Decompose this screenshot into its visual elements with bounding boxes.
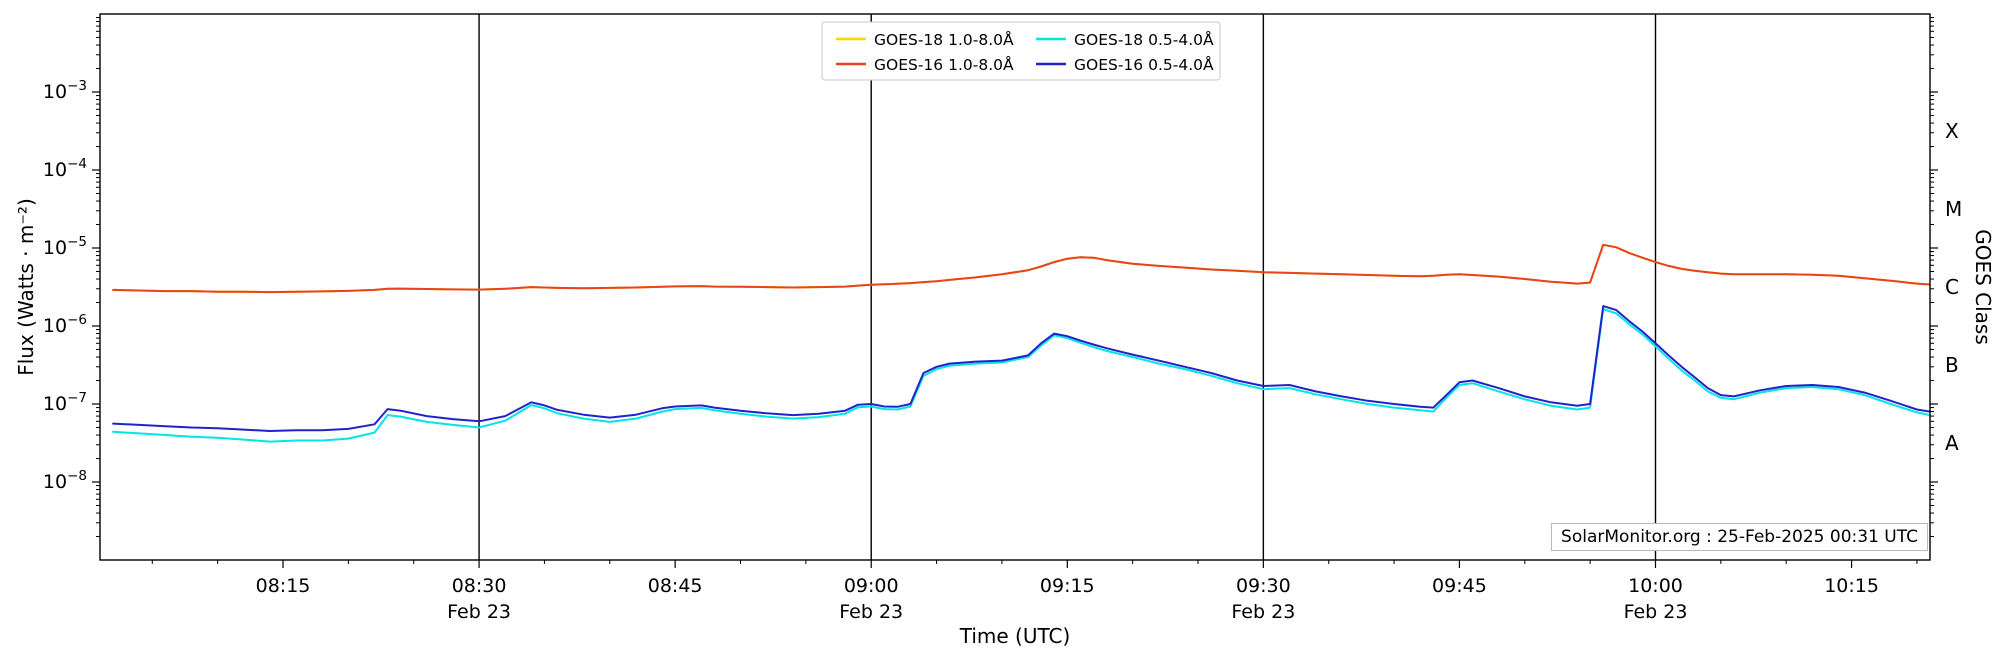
- x-tick-label: 08:15: [256, 575, 311, 597]
- x-tick-label: 10:15: [1824, 575, 1879, 597]
- y-tick-label: 10−4: [43, 156, 87, 181]
- y-tick-label: 10−3: [43, 78, 87, 103]
- x-tick-label: 09:30: [1236, 575, 1291, 597]
- x-axis-title: Time (UTC): [959, 624, 1071, 648]
- x-tick-label: 08:30: [452, 575, 507, 597]
- y-tick-label: 10−5: [43, 234, 87, 259]
- y-tick-label: 10−6: [43, 312, 87, 337]
- series-line-goes-18-0-5-4-0: [112, 308, 1930, 443]
- legend-box: [821, 21, 1221, 81]
- goes-class-label-b: B: [1945, 353, 1959, 377]
- goes-class-label-a: A: [1945, 431, 1959, 455]
- legend-entry-goes-18-1-0-8-0: GOES-18 1.0-8.0Å: [874, 30, 1014, 49]
- x-tick-date-label: Feb 23: [447, 601, 511, 623]
- x-tick-label: 10:00: [1628, 575, 1683, 597]
- watermark-annotation: SolarMonitor.org : 25-Feb-2025 00:31 UTC: [1551, 523, 1928, 551]
- x-tick-date-label: Feb 23: [1231, 601, 1295, 623]
- plot-border: [99, 13, 1931, 561]
- right-axis-title: GOES Class: [1971, 229, 1995, 345]
- goes-class-label-c: C: [1945, 275, 1959, 299]
- x-tick-label: 09:15: [1040, 575, 1095, 597]
- x-tick-label: 09:00: [844, 575, 899, 597]
- legend-entry-goes-16-0-5-4-0: GOES-16 0.5-4.0Å: [1074, 55, 1214, 74]
- x-tick-date-label: Feb 23: [839, 601, 903, 623]
- y-tick-label: 10−8: [43, 468, 87, 493]
- series-line-goes-16-0-5-4-0: [112, 305, 1930, 432]
- series-line-goes-16-1-0-8-0: [112, 243, 1930, 294]
- x-tick-label: 09:45: [1432, 575, 1487, 597]
- y-tick-label: 10−7: [43, 390, 87, 415]
- legend-entry-goes-18-0-5-4-0: GOES-18 0.5-4.0Å: [1074, 30, 1214, 49]
- goes-class-label-m: M: [1945, 197, 1962, 221]
- x-tick-date-label: Feb 23: [1624, 601, 1688, 623]
- y-axis-title: Flux (Watts · m⁻²): [14, 198, 38, 376]
- legend-entry-goes-16-1-0-8-0: GOES-16 1.0-8.0Å: [874, 55, 1014, 74]
- x-tick-label: 08:45: [648, 575, 703, 597]
- goes-class-label-x: X: [1945, 119, 1959, 143]
